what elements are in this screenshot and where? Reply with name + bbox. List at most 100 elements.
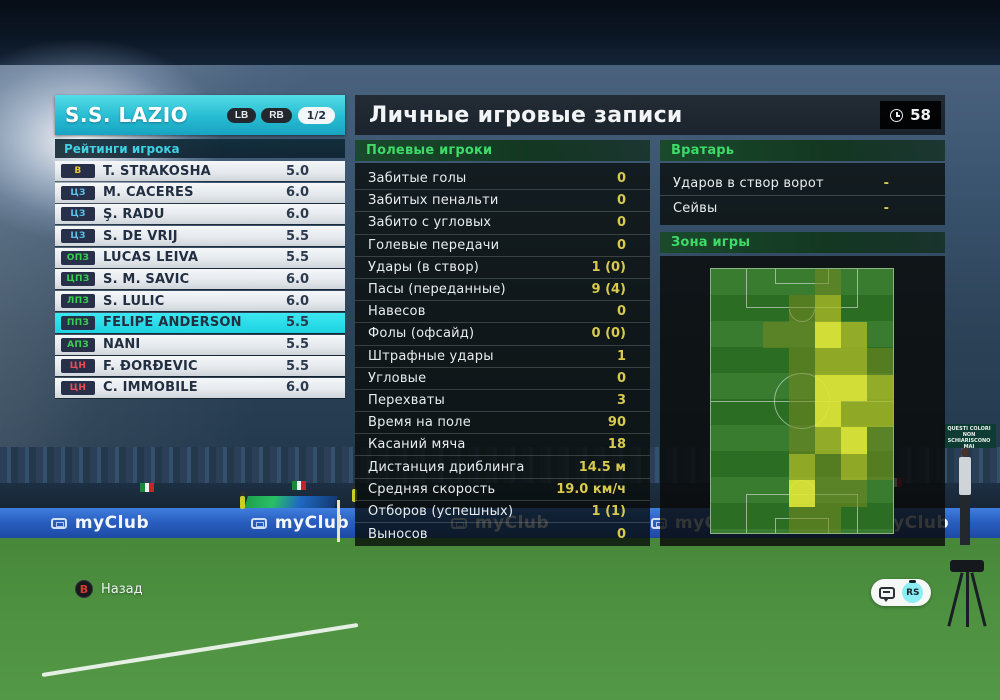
stat-value: 0: [616, 171, 626, 187]
player-row[interactable]: ЦН C. IMMOBILE 6.0: [55, 377, 345, 398]
player-row[interactable]: АПЗ NANI 5.5: [55, 334, 345, 355]
stat-value: 0: [616, 215, 626, 231]
stat-label: Касаний мяча: [368, 437, 466, 453]
team-name: S.S. LAZIO: [65, 103, 189, 127]
stat-value: 1 (0): [591, 259, 627, 275]
player-ratings-list: В T. STRAKOSHA 5.0 ЦЗ M. CÁCERES 6.0 ЦЗ Ş. RADU…: [55, 161, 345, 400]
heat-cell: [841, 480, 867, 507]
stat-row: Выносов 0: [355, 523, 650, 545]
stat-label: Дистанция дриблинга: [368, 459, 525, 475]
heat-cell: [711, 375, 737, 401]
position-badge: ОПЗ: [61, 250, 95, 265]
stat-label: Пасы (переданные): [368, 282, 506, 298]
stat-value: 19.0 км/ч: [556, 481, 626, 497]
play-zone-section-header: Зона игры: [660, 232, 945, 253]
heat-cell: [867, 453, 893, 481]
heat-cell: [815, 506, 841, 533]
stat-label: Штрафные удары: [368, 348, 494, 364]
heat-cell: [841, 348, 867, 375]
back-label: Назад: [101, 581, 143, 597]
player-name: Ş. RADU: [103, 206, 165, 222]
heat-cell: [867, 427, 893, 454]
heat-cell: [867, 374, 893, 401]
confetti-decoration: [244, 496, 338, 508]
field-players-section-header: Полевые игроки: [355, 140, 650, 161]
stat-row: Сейвы -: [660, 196, 945, 221]
heatmap-pitch: [710, 268, 894, 534]
heat-cell: [763, 480, 789, 506]
heat-cell: [841, 453, 867, 481]
heat-cell: [815, 321, 841, 349]
heat-cell: [789, 427, 815, 454]
stat-label: Выносов: [368, 526, 428, 542]
stat-label: Угловые: [368, 370, 427, 386]
ad-board-logo: myClub: [50, 513, 149, 533]
heat-cell: [737, 375, 763, 401]
position-badge: ЦЗ: [61, 229, 95, 244]
stat-value: 1 (1): [591, 503, 627, 519]
team-header: S.S. LAZIO LB RB 1/2: [55, 95, 345, 135]
position-badge: ЛПЗ: [61, 294, 95, 309]
stat-row: Отборов (успешных) 1 (1): [355, 501, 650, 523]
stat-value: 90: [607, 415, 626, 431]
stat-label: Отборов (успешных): [368, 503, 514, 519]
player-row[interactable]: ППЗ FELIPE ANDERSON 5.5: [55, 312, 345, 333]
clock-icon: [890, 108, 904, 122]
background-player: [352, 485, 357, 502]
next-page-button[interactable]: RB: [261, 107, 292, 123]
goalkeeper-stats-panel: Ударов в створ ворот - Сейвы -: [660, 163, 945, 225]
heat-cell: [737, 348, 763, 374]
stat-row: Голевые передачи 0: [355, 235, 650, 257]
stat-row: Забитые голы 0: [355, 168, 650, 191]
stat-value: 1: [616, 348, 626, 364]
prev-page-button[interactable]: LB: [226, 107, 257, 123]
stat-value: 18: [607, 437, 626, 453]
stat-row: Дистанция дриблинга 14.5 м: [355, 456, 650, 479]
camera-tripod: [947, 560, 988, 630]
player-rating: 5.0: [285, 163, 309, 179]
player-row[interactable]: ЦПЗ S. M. SAVIĆ 6.0: [55, 269, 345, 290]
goal-post: [337, 500, 340, 542]
heat-cell: [789, 295, 815, 322]
player-rating: 6.0: [285, 293, 309, 309]
stat-value: 0: [616, 304, 626, 320]
goalkeeper-section-header: Вратарь: [660, 140, 945, 161]
heat-cell: [711, 454, 737, 480]
field-players-stats-panel: Забитые голы 0 Забитых пенальти 0 Забито с у…: [355, 163, 650, 546]
ratings-header-label: Рейтинги игрока: [64, 141, 180, 156]
heat-cell: [789, 348, 815, 375]
player-rating: 5.5: [285, 337, 309, 352]
controller-hint-pill: RS: [871, 579, 931, 606]
player-name: LUCAS LEIVA: [103, 250, 199, 266]
chat-icon[interactable]: [878, 586, 895, 602]
player-row[interactable]: ЦЗ S. DE VRIJ 5.5: [55, 226, 345, 247]
back-button[interactable]: B Назад: [75, 580, 143, 598]
position-badge: ЦН: [61, 359, 95, 374]
heat-cell: [763, 348, 789, 374]
heat-cell: [789, 374, 815, 401]
player-row[interactable]: ЛПЗ S. LULIĆ 6.0: [55, 291, 345, 312]
right-stick-icon[interactable]: RS: [902, 580, 924, 603]
position-badge: ЦЗ: [61, 185, 95, 200]
heat-cell: [841, 295, 867, 321]
sideline-person: [957, 448, 973, 548]
stat-value: 0 (0): [591, 326, 627, 342]
player-row[interactable]: ЦН F. ĐORĐEVIĆ 5.5: [55, 356, 345, 377]
stat-label: Забитые голы: [368, 171, 467, 187]
stat-value: 0: [616, 237, 626, 253]
match-time: 58: [910, 106, 931, 124]
player-row[interactable]: В T. STRAKOSHA 5.0: [55, 161, 345, 181]
player-row[interactable]: ОПЗ LUCAS LEIVA 5.5: [55, 247, 345, 268]
heat-cell: [737, 295, 763, 321]
stat-row: Удары (в створ) 1 (0): [355, 257, 650, 279]
player-row[interactable]: ЦЗ M. CÁCERES 6.0: [55, 182, 345, 203]
player-rating: 6.0: [285, 206, 309, 222]
stat-value: 9 (4): [591, 282, 627, 298]
position-badge: ЦПЗ: [61, 272, 95, 287]
stat-value: 0: [616, 370, 626, 386]
play-zone-header-label: Зона игры: [671, 235, 751, 250]
pitch-background: [0, 538, 1000, 700]
player-row[interactable]: ЦЗ Ş. RADU 6.0: [55, 204, 345, 225]
page-title-bar: Личные игровые записи 58: [355, 95, 945, 135]
player-rating: 5.5: [285, 250, 309, 266]
